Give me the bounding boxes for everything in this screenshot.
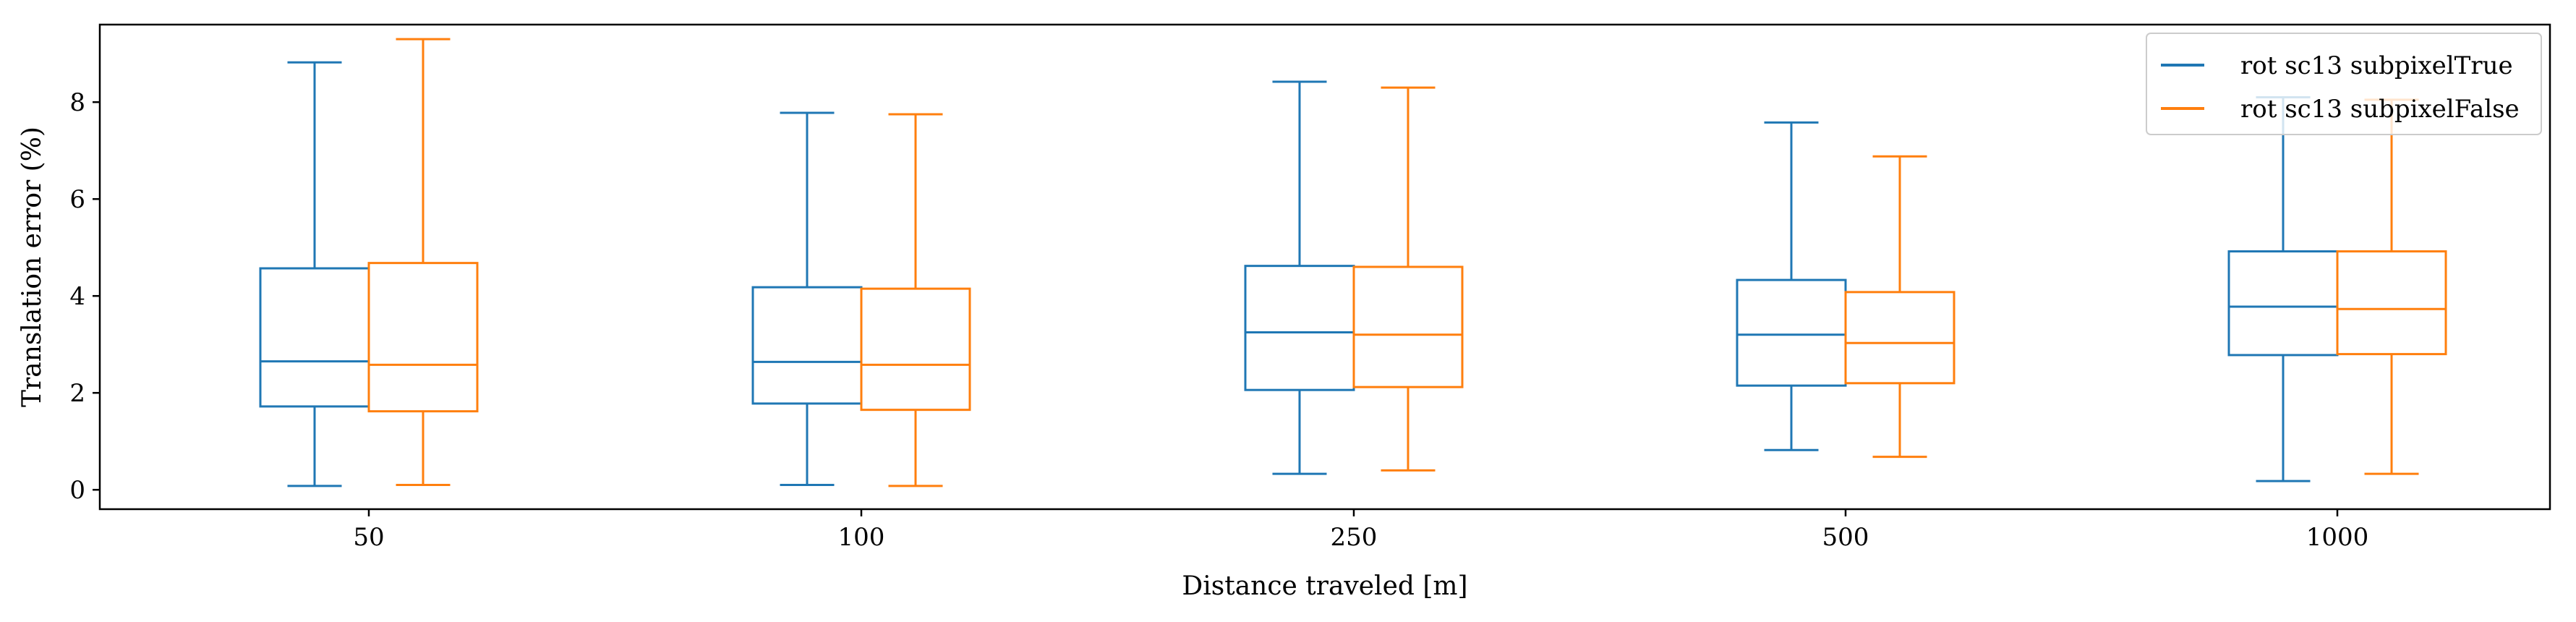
box-body-1-0 xyxy=(367,262,479,413)
y-axis-ticks: 0 2 4 6 8 xyxy=(69,88,100,505)
x-tick-label-3: 500 xyxy=(1822,523,1869,552)
box-body-1-2 xyxy=(1352,265,1464,388)
box-1-2 xyxy=(1352,86,1464,472)
box-body-1-1 xyxy=(860,287,971,412)
y-tick-label-3: 6 xyxy=(69,185,85,214)
y-tick-label-2: 4 xyxy=(69,282,85,311)
y-tick-label-0: 0 xyxy=(69,476,85,505)
legend: rot sc13 subpixelTrue rot sc13 subpixelF… xyxy=(2146,33,2542,135)
x-axis-label: Distance traveled [m] xyxy=(1182,571,1467,601)
box-1-4 xyxy=(2336,98,2447,475)
box-1-0 xyxy=(367,38,479,486)
x-tick-label-1: 100 xyxy=(838,523,885,552)
box-1-3 xyxy=(1844,155,1956,459)
boxes-group xyxy=(259,38,2447,487)
y-axis-label: Translation error (%) xyxy=(17,127,47,407)
box-body-1-3 xyxy=(1844,291,1956,385)
box-body-1-4 xyxy=(2336,250,2447,356)
plot-frame xyxy=(98,23,2551,511)
x-tick-label-2: 250 xyxy=(1331,523,1378,552)
x-tick-label-4: 1000 xyxy=(2306,523,2369,552)
x-tick-label-0: 50 xyxy=(353,523,384,552)
legend-label-1: rot sc13 subpixelFalse xyxy=(2240,95,2520,124)
box-1-1 xyxy=(860,113,971,487)
y-tick-label-4: 8 xyxy=(69,88,85,117)
box-0-0 xyxy=(259,61,370,487)
legend-frame xyxy=(2146,33,2542,135)
legend-label-0: rot sc13 subpixelTrue xyxy=(2240,51,2513,80)
x-axis-ticks: 50 100 250 500 1000 xyxy=(353,509,2368,552)
y-tick-label-1: 2 xyxy=(69,379,85,408)
